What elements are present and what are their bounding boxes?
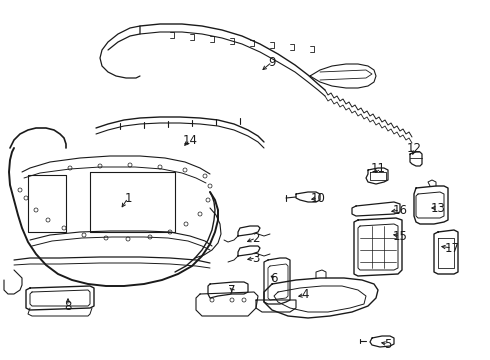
- Text: 11: 11: [370, 162, 386, 175]
- Text: 14: 14: [182, 134, 197, 147]
- Text: 13: 13: [431, 202, 445, 215]
- Text: 4: 4: [301, 288, 309, 302]
- Text: 9: 9: [268, 55, 276, 68]
- Text: 2: 2: [252, 231, 260, 244]
- Text: 1: 1: [124, 192, 132, 204]
- Text: 12: 12: [407, 141, 421, 154]
- Text: 10: 10: [311, 192, 325, 204]
- Text: 5: 5: [384, 338, 392, 351]
- Text: 15: 15: [392, 230, 408, 243]
- Text: 3: 3: [252, 252, 260, 265]
- Text: 17: 17: [444, 242, 460, 255]
- Text: 16: 16: [392, 203, 408, 216]
- Text: 7: 7: [228, 284, 236, 297]
- Text: 6: 6: [270, 271, 278, 284]
- Text: 8: 8: [64, 300, 72, 312]
